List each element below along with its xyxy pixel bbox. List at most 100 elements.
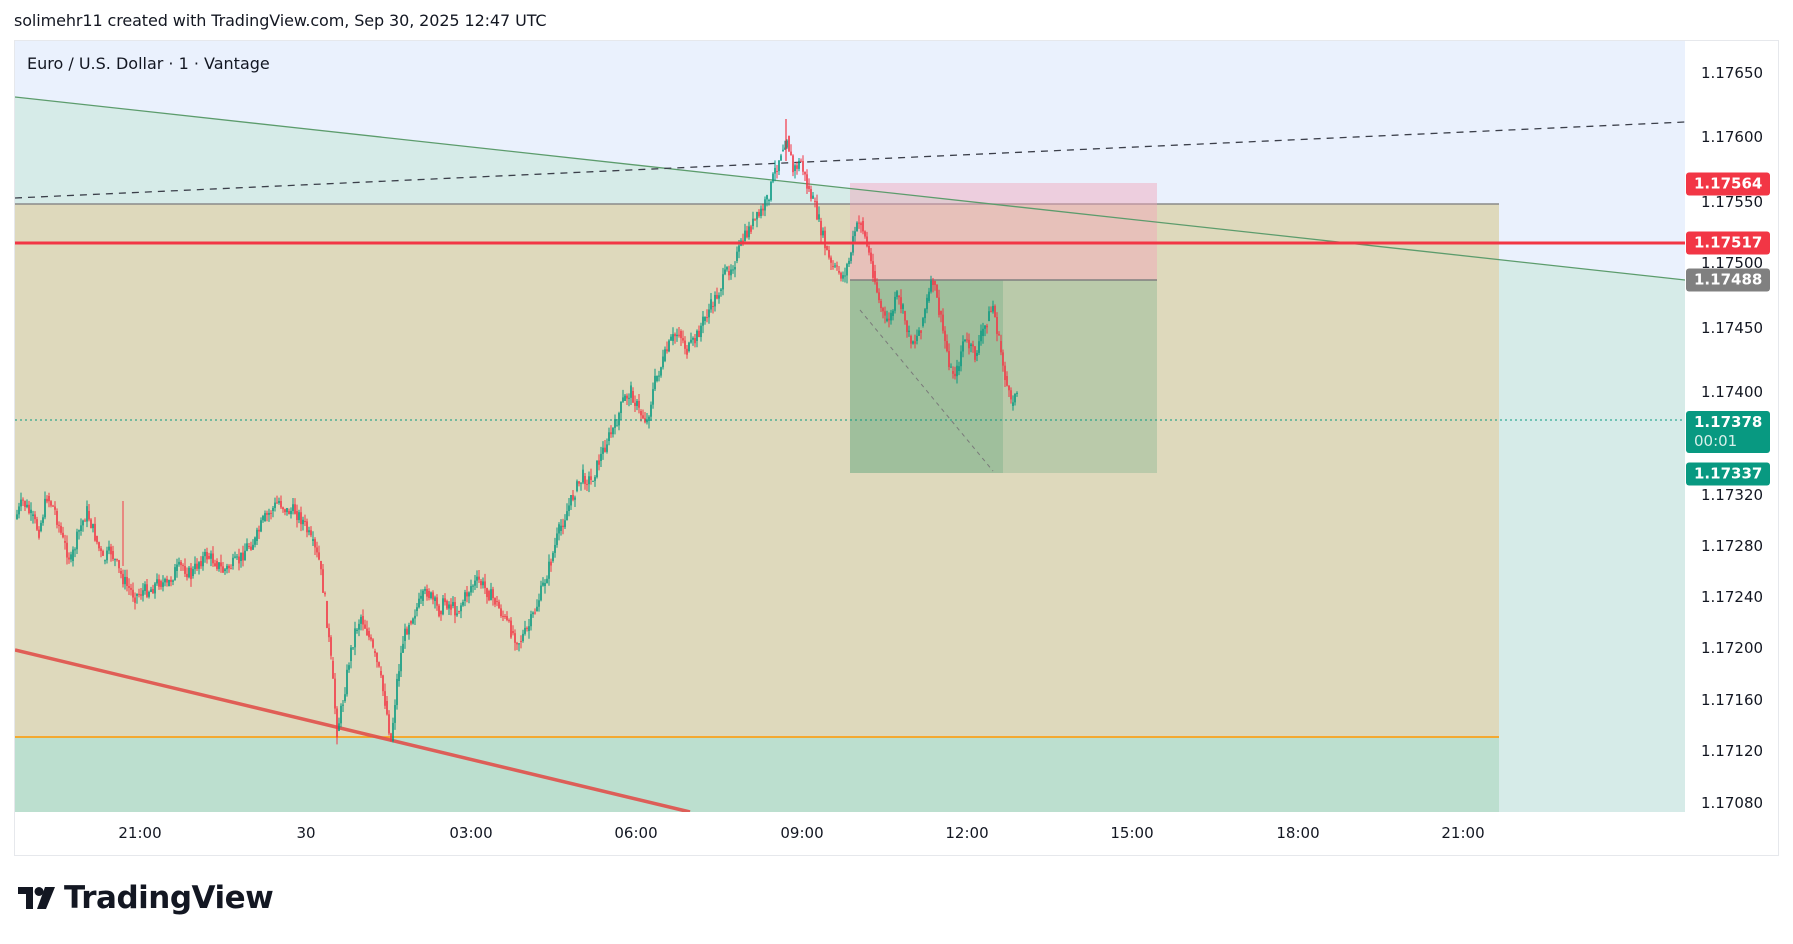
candle-body — [482, 581, 484, 586]
candle-body — [100, 548, 102, 551]
candle-body — [348, 665, 350, 670]
chart-canvas[interactable] — [15, 41, 1685, 812]
symbol-legend[interactable]: Euro / U.S. Dollar · 1 · Vantage — [27, 54, 270, 73]
candle-body — [346, 669, 348, 695]
candle-body — [702, 316, 704, 326]
candle-body — [914, 341, 916, 344]
candle-body — [538, 600, 540, 607]
candle-body — [234, 556, 236, 558]
candle-body — [802, 161, 804, 172]
candle-body — [38, 529, 40, 538]
candle-body — [920, 330, 922, 333]
candle-body — [376, 653, 378, 663]
candle-body — [662, 356, 664, 368]
candle-body — [386, 701, 388, 715]
chart-pane[interactable] — [15, 41, 1685, 812]
candle-body — [970, 344, 972, 346]
price-badge[interactable]: 1.17337 — [1686, 462, 1770, 486]
candle-body — [664, 349, 666, 361]
candle-body — [574, 497, 576, 500]
candle-body — [402, 643, 404, 653]
candle-body — [876, 282, 878, 293]
candle-body — [382, 675, 384, 692]
candle-body — [184, 566, 186, 574]
candle-body — [878, 292, 880, 301]
candle-body — [404, 628, 406, 641]
candle-body — [716, 294, 718, 299]
candle-body — [922, 318, 924, 326]
candle-body — [380, 671, 382, 676]
candle-body — [620, 401, 622, 414]
price-badge[interactable]: 1.17517 — [1686, 231, 1770, 255]
candle-body — [290, 510, 292, 515]
candle-body — [790, 151, 792, 156]
candle-body — [844, 275, 846, 277]
candle-body — [182, 565, 184, 567]
candle-body — [300, 512, 302, 525]
candle-body — [292, 504, 294, 511]
time-tick: 18:00 — [1276, 824, 1320, 842]
candle-body — [734, 267, 736, 270]
candle-body — [490, 589, 492, 601]
candle-body — [948, 351, 950, 368]
candle-body — [424, 589, 426, 591]
candle-body — [74, 549, 76, 551]
price-tick: 1.17200 — [1701, 639, 1764, 657]
candle-body — [752, 218, 754, 226]
candle-body — [924, 309, 926, 319]
time-tick: 09:00 — [780, 824, 824, 842]
candle-body — [390, 733, 392, 741]
candle-body — [706, 317, 708, 319]
time-axis[interactable]: 21:00 30 03:00 06:00 09:00 12:00 15:00 18:00 21:… — [15, 812, 1685, 854]
price-badge[interactable]: 1.17378 00:01 — [1686, 411, 1770, 453]
candle-body — [500, 608, 502, 616]
candle-body — [444, 598, 446, 603]
candle-body — [854, 231, 856, 237]
candle-body — [632, 391, 634, 403]
candle-body — [822, 230, 824, 236]
candle-body — [1000, 341, 1002, 353]
candle-body — [718, 295, 720, 299]
candle-body — [888, 318, 890, 321]
candle-body — [470, 586, 472, 593]
candle-body — [826, 246, 828, 250]
candle-body — [398, 671, 400, 681]
candle-body — [770, 181, 772, 201]
candle-body — [768, 200, 770, 202]
candle-body — [904, 311, 906, 321]
price-tick: 1.17160 — [1701, 691, 1764, 709]
candle-body — [648, 416, 650, 421]
candle-body — [466, 592, 468, 597]
candle-body — [406, 628, 408, 635]
candle-body — [866, 236, 868, 247]
candle-body — [988, 311, 990, 321]
candle-body — [726, 267, 728, 270]
price-axis[interactable]: 1.17650 1.17600 1.17550 1.17500 1.17450 1.174… — [1685, 41, 1776, 812]
candle-body — [950, 366, 952, 368]
candle-body — [114, 559, 116, 561]
candle-body — [550, 561, 552, 566]
candle-body — [458, 611, 460, 612]
candle-body — [588, 476, 590, 485]
time-tick: 30 — [296, 824, 316, 842]
candle-body — [430, 592, 432, 599]
candle-body — [68, 557, 70, 560]
candle-body — [70, 554, 72, 560]
candle-body — [602, 447, 604, 454]
candle-body — [176, 564, 178, 571]
candle-body — [36, 519, 38, 530]
price-tick: 1.17450 — [1701, 319, 1764, 337]
candle-body — [286, 507, 288, 513]
candle-body — [526, 627, 528, 629]
candle-body — [596, 460, 598, 478]
candle-body — [894, 296, 896, 311]
candle-body — [468, 592, 470, 597]
tradingview-logo[interactable]: TradingView — [18, 880, 274, 916]
candle-body — [868, 246, 870, 253]
candle-body — [926, 297, 928, 310]
price-badge[interactable]: 1.17488 — [1686, 268, 1770, 292]
candle-body — [194, 563, 196, 570]
candle-body — [622, 397, 624, 402]
price-badge-label: 1.17378 — [1694, 413, 1763, 431]
price-badge[interactable]: 1.17564 — [1686, 172, 1770, 196]
